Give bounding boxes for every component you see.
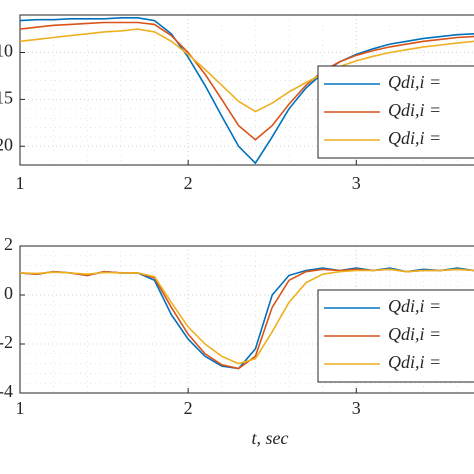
x-tick-label: 1 xyxy=(16,398,25,418)
subplot: 1 2 3 2 0 -2 -4 Qdi,i = Qdi,i = Qdi,i = xyxy=(0,234,474,418)
x-tick-label: 3 xyxy=(352,173,361,193)
y-tick-label: -2 xyxy=(0,332,13,352)
x-tick-label: 3 xyxy=(352,398,361,418)
y-tick-label: -20 xyxy=(0,134,13,154)
legend: Qdi,i = Qdi,i = Qdi,i = xyxy=(317,289,474,383)
legend: Qdi,i = Qdi,i = Qdi,i = xyxy=(317,65,474,159)
axes-frame xyxy=(19,245,474,394)
y-tick-label: 2 xyxy=(4,234,13,254)
series-line xyxy=(19,268,474,365)
x-axis-label: t, sec xyxy=(252,428,289,448)
series-line xyxy=(19,28,474,113)
y-tick-label: -10 xyxy=(0,41,13,61)
legend-label: Qdi,i = xyxy=(388,352,441,372)
y-tick-label: -15 xyxy=(0,88,13,108)
subplot: 1 2 3 -10 -15 -20 Qdi,i = Qdi,i = Qdi,i = xyxy=(0,14,474,193)
legend-label: Qdi,i = xyxy=(388,128,441,148)
x-tick-label: 2 xyxy=(184,398,193,418)
legend-label: Qdi,i = xyxy=(388,324,441,344)
series-line xyxy=(19,21,474,141)
legend-label: Qdi,i = xyxy=(388,296,441,316)
x-tick-label: 1 xyxy=(16,173,25,193)
series-line xyxy=(19,17,474,165)
y-tick-label: 0 xyxy=(4,283,13,303)
legend-label: Qdi,i = xyxy=(388,72,441,92)
axes-frame xyxy=(19,14,474,166)
legend-label: Qdi,i = xyxy=(388,100,441,120)
y-tick-label: -4 xyxy=(0,381,13,401)
x-tick-label: 2 xyxy=(184,173,193,193)
